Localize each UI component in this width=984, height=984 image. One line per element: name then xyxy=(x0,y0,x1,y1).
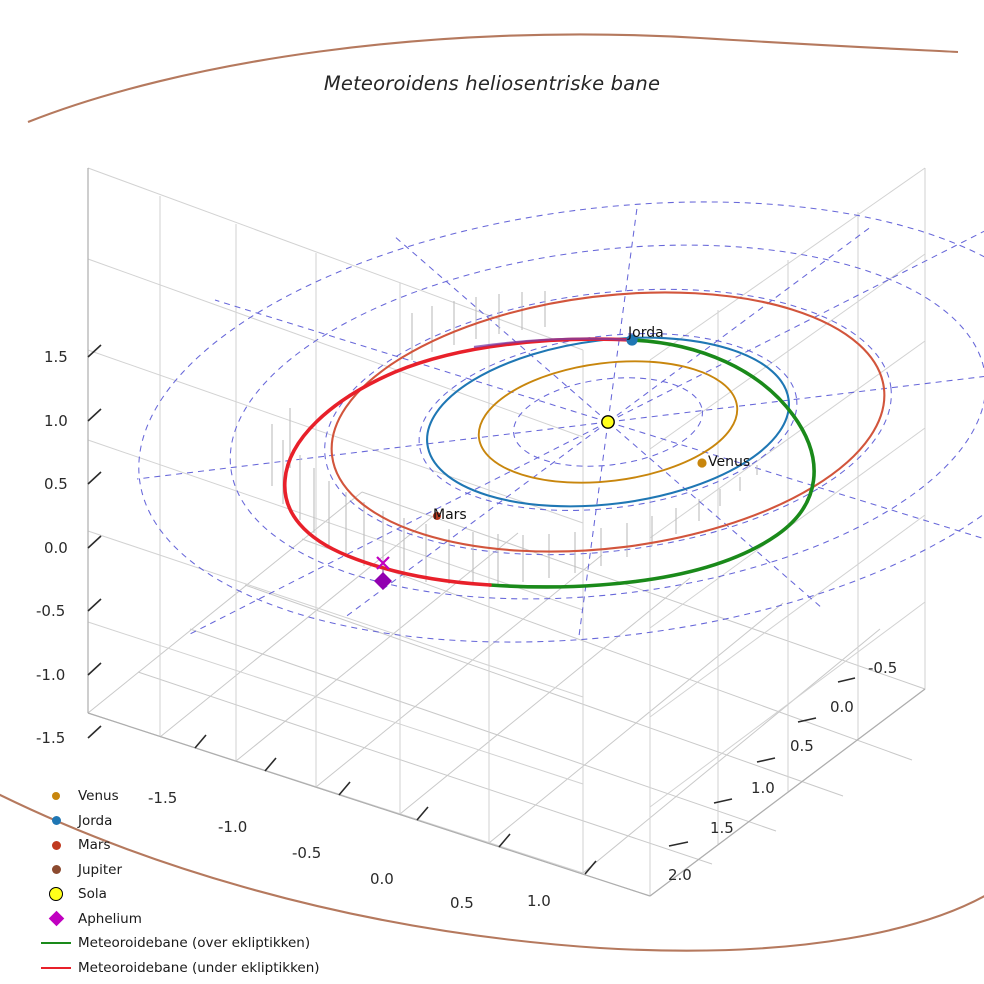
y-tick-0: -0.5 xyxy=(868,659,898,677)
y-tick-2: 0.5 xyxy=(790,737,814,755)
legend-label-sola: Sola xyxy=(78,886,107,903)
x-tick-5: 1.0 xyxy=(527,892,551,910)
z-tick-4: -0.5 xyxy=(36,602,66,620)
z-tick-3: 0.0 xyxy=(44,539,68,557)
legend-item-jupiter: Jupiter xyxy=(34,858,320,883)
x-tick-3: 0.0 xyxy=(370,870,394,888)
z-tick-6: -1.5 xyxy=(36,729,66,747)
left-wall-grid xyxy=(87,167,584,874)
legend-label-mars: Mars xyxy=(78,837,111,854)
legend-item-meteoroid-over: Meteoroidebane (over ekliptikken) xyxy=(34,931,320,956)
orbit-jupiter xyxy=(0,33,984,952)
y-tick-3: 1.0 xyxy=(751,779,775,797)
aphelium-marker xyxy=(374,556,392,590)
z-tick-2: 0.5 xyxy=(44,475,68,493)
legend-item-meteoroid-under: Meteoroidebane (under ekliptikken) xyxy=(34,956,320,981)
jupiter-dot-icon xyxy=(34,865,78,875)
mars-dot-icon xyxy=(34,840,78,850)
z-tick-5: -1.0 xyxy=(36,666,66,684)
legend-label-meteoroid-under: Meteoroidebane (under ekliptikken) xyxy=(78,959,320,976)
sola-marker xyxy=(601,415,615,429)
page-title: Meteoroidens heliosentriske bane xyxy=(323,72,661,95)
legend-item-aphelium: Aphelium xyxy=(34,907,320,932)
label-venus: Venus xyxy=(708,454,751,470)
polar-grid xyxy=(136,201,984,643)
venus-dot-icon xyxy=(34,792,78,801)
aphelium-diamond-icon xyxy=(34,910,78,927)
legend-item-jorda: Jorda xyxy=(34,809,320,834)
meteoroid-orbit-over-ecliptic xyxy=(488,338,816,589)
x-tick-0: -1.5 xyxy=(148,789,178,807)
axis-ticks xyxy=(87,344,856,875)
label-mars: Mars xyxy=(433,507,467,523)
axis-spines xyxy=(87,168,926,897)
sola-dot-icon xyxy=(34,887,78,902)
orbit-mars xyxy=(330,291,886,553)
jorda-dot-icon xyxy=(34,816,78,826)
x-tick-1: -1.0 xyxy=(218,818,248,836)
legend-item-venus: Venus xyxy=(34,784,320,809)
legend-label-aphelium: Aphelium xyxy=(78,910,142,927)
legend-label-jorda: Jorda xyxy=(78,812,113,829)
x-tick-4: 0.5 xyxy=(450,894,474,912)
red-line-icon xyxy=(34,966,78,969)
z-tick-0: 1.5 xyxy=(44,348,68,366)
legend-label-meteoroid-over: Meteoroidebane (over ekliptikken) xyxy=(78,935,311,952)
legend-item-mars: Mars xyxy=(34,833,320,858)
x-tick-2: -0.5 xyxy=(292,844,322,862)
meteoroid-orbit-under-ecliptic xyxy=(283,337,634,587)
y-tick-5: 2.0 xyxy=(668,866,692,884)
planet-markers xyxy=(433,334,707,520)
green-line-icon xyxy=(34,942,78,945)
y-tick-4: 1.5 xyxy=(710,819,734,837)
meteoroid-orbit-node-highlight xyxy=(473,337,633,349)
orbit-venus xyxy=(477,360,739,484)
floor-grid xyxy=(87,491,926,897)
legend-item-sola: Sola xyxy=(34,882,320,907)
plot-legend: Venus Jorda Mars Jupiter Sola xyxy=(34,784,320,980)
right-wall-grid xyxy=(649,167,926,897)
label-jorda: Jorda xyxy=(628,325,664,341)
y-tick-1: 0.0 xyxy=(830,698,854,716)
legend-label-jupiter: Jupiter xyxy=(78,861,123,878)
legend-label-venus: Venus xyxy=(78,788,119,805)
z-tick-1: 1.0 xyxy=(44,412,68,430)
